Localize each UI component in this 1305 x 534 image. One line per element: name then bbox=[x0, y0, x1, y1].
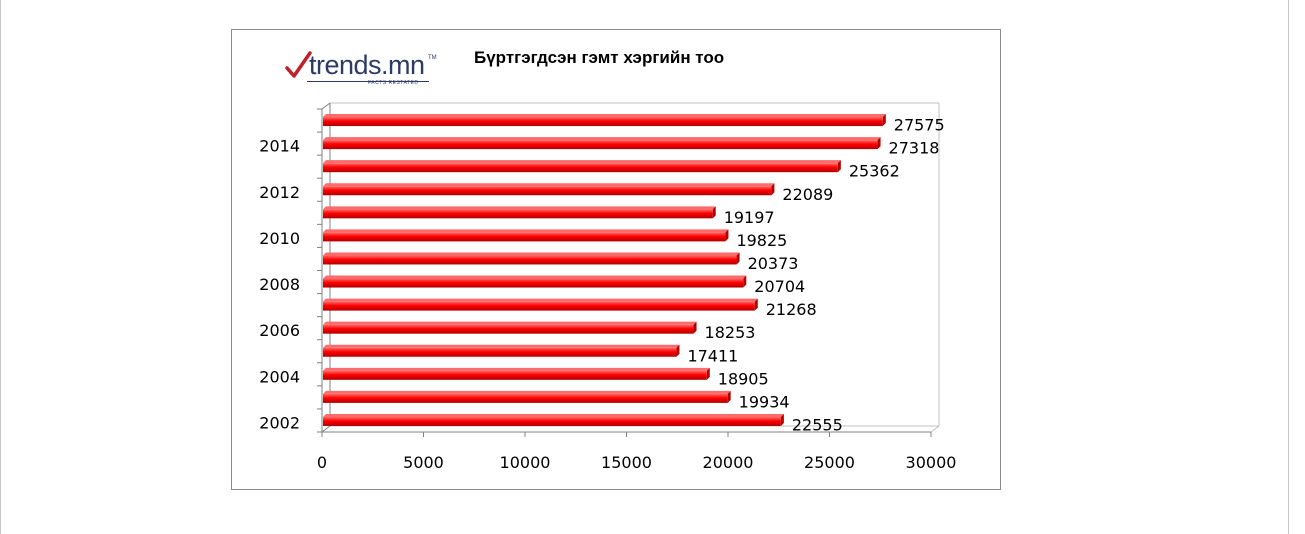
logo-tagline: FACTS RESTATED bbox=[368, 80, 419, 86]
x-tick-label: 10000 bbox=[500, 453, 551, 472]
data-label: 18253 bbox=[705, 323, 756, 342]
bar-end-face bbox=[837, 160, 841, 173]
y-tick-label: 2012 bbox=[259, 183, 300, 202]
y-tick-label: 2004 bbox=[259, 367, 300, 386]
trends-logo: trends.mn TM FACTS RESTATED bbox=[283, 50, 443, 90]
data-label: 19197 bbox=[724, 208, 775, 227]
data-label: 27318 bbox=[889, 139, 940, 158]
bar bbox=[323, 186, 772, 196]
x-tick-label: 25000 bbox=[804, 453, 855, 472]
x-tick-label: 15000 bbox=[601, 453, 652, 472]
bar-end-face bbox=[754, 298, 758, 311]
bar bbox=[323, 301, 755, 311]
x-tick-label: 30000 bbox=[906, 453, 957, 472]
bar bbox=[323, 232, 726, 242]
y-tick-label: 2014 bbox=[259, 137, 300, 156]
bar-end-face bbox=[725, 229, 729, 242]
bar-top-face bbox=[323, 275, 747, 279]
bar bbox=[323, 416, 781, 426]
data-label: 18905 bbox=[718, 369, 769, 388]
chart-title: Бүртгэгдсэн гэмт хэргийн тоо bbox=[474, 48, 725, 67]
bar-top-face bbox=[323, 252, 740, 256]
data-label: 22555 bbox=[792, 415, 843, 434]
page-edge-left bbox=[0, 0, 1, 534]
bar-end-face bbox=[771, 183, 775, 196]
bar bbox=[323, 347, 677, 357]
x-tick-label: 0 bbox=[317, 453, 327, 472]
data-label: 17411 bbox=[687, 346, 738, 365]
bar-top-face bbox=[323, 137, 881, 141]
floor-right-edge bbox=[930, 425, 940, 433]
bar-top-face bbox=[323, 298, 758, 302]
bar bbox=[323, 255, 737, 265]
y-tick-label: 2008 bbox=[259, 275, 300, 294]
bar bbox=[323, 117, 883, 127]
bar-top-face bbox=[323, 160, 841, 164]
data-label: 22089 bbox=[782, 185, 833, 204]
logo-rule bbox=[307, 81, 429, 82]
bar-top-face bbox=[323, 367, 710, 371]
page-edge-right bbox=[1288, 0, 1289, 534]
x-tick-label: 20000 bbox=[703, 453, 754, 472]
data-label: 19934 bbox=[739, 392, 790, 411]
bar-end-face bbox=[727, 390, 731, 403]
bar-top-face bbox=[323, 390, 731, 394]
checkmark-icon bbox=[285, 51, 312, 78]
x-tick-label: 5000 bbox=[403, 453, 444, 472]
bar bbox=[323, 163, 838, 173]
bar-top-face bbox=[323, 183, 775, 187]
y-tick-label: 2010 bbox=[259, 229, 300, 248]
bar-end-face bbox=[736, 252, 740, 265]
bar-top-face bbox=[323, 229, 729, 233]
data-label: 19825 bbox=[736, 231, 787, 250]
bar-top-face bbox=[323, 344, 680, 348]
data-label: 21268 bbox=[766, 300, 817, 319]
bar bbox=[323, 370, 707, 380]
data-label: 27575 bbox=[894, 116, 945, 135]
bar-end-face bbox=[882, 114, 886, 127]
data-label: 20704 bbox=[754, 277, 805, 296]
axis-depth-bottom bbox=[321, 425, 331, 433]
axis-depth-top bbox=[321, 102, 331, 110]
data-label: 20373 bbox=[748, 254, 799, 273]
bar-top-face bbox=[323, 206, 716, 210]
bar-end-face bbox=[676, 344, 680, 357]
bar-end-face bbox=[780, 413, 784, 426]
bar bbox=[323, 393, 728, 403]
bar-end-face bbox=[877, 137, 881, 150]
bar-end-face bbox=[743, 275, 747, 288]
bar bbox=[323, 278, 744, 288]
bar-top-face bbox=[323, 114, 886, 118]
logo-text: trends.mn bbox=[309, 50, 425, 80]
bar-top-face bbox=[323, 321, 697, 325]
y-tick-label: 2002 bbox=[259, 413, 300, 432]
bar-end-face bbox=[693, 321, 697, 334]
bar-top-face bbox=[323, 413, 784, 417]
y-tick-label: 2006 bbox=[259, 321, 300, 340]
bar-end-face bbox=[706, 367, 710, 380]
bar bbox=[323, 140, 878, 150]
bar bbox=[323, 324, 694, 334]
data-label: 25362 bbox=[849, 162, 900, 181]
bar bbox=[323, 209, 713, 219]
bar-end-face bbox=[712, 206, 716, 219]
logo-trademark: TM bbox=[428, 55, 437, 61]
